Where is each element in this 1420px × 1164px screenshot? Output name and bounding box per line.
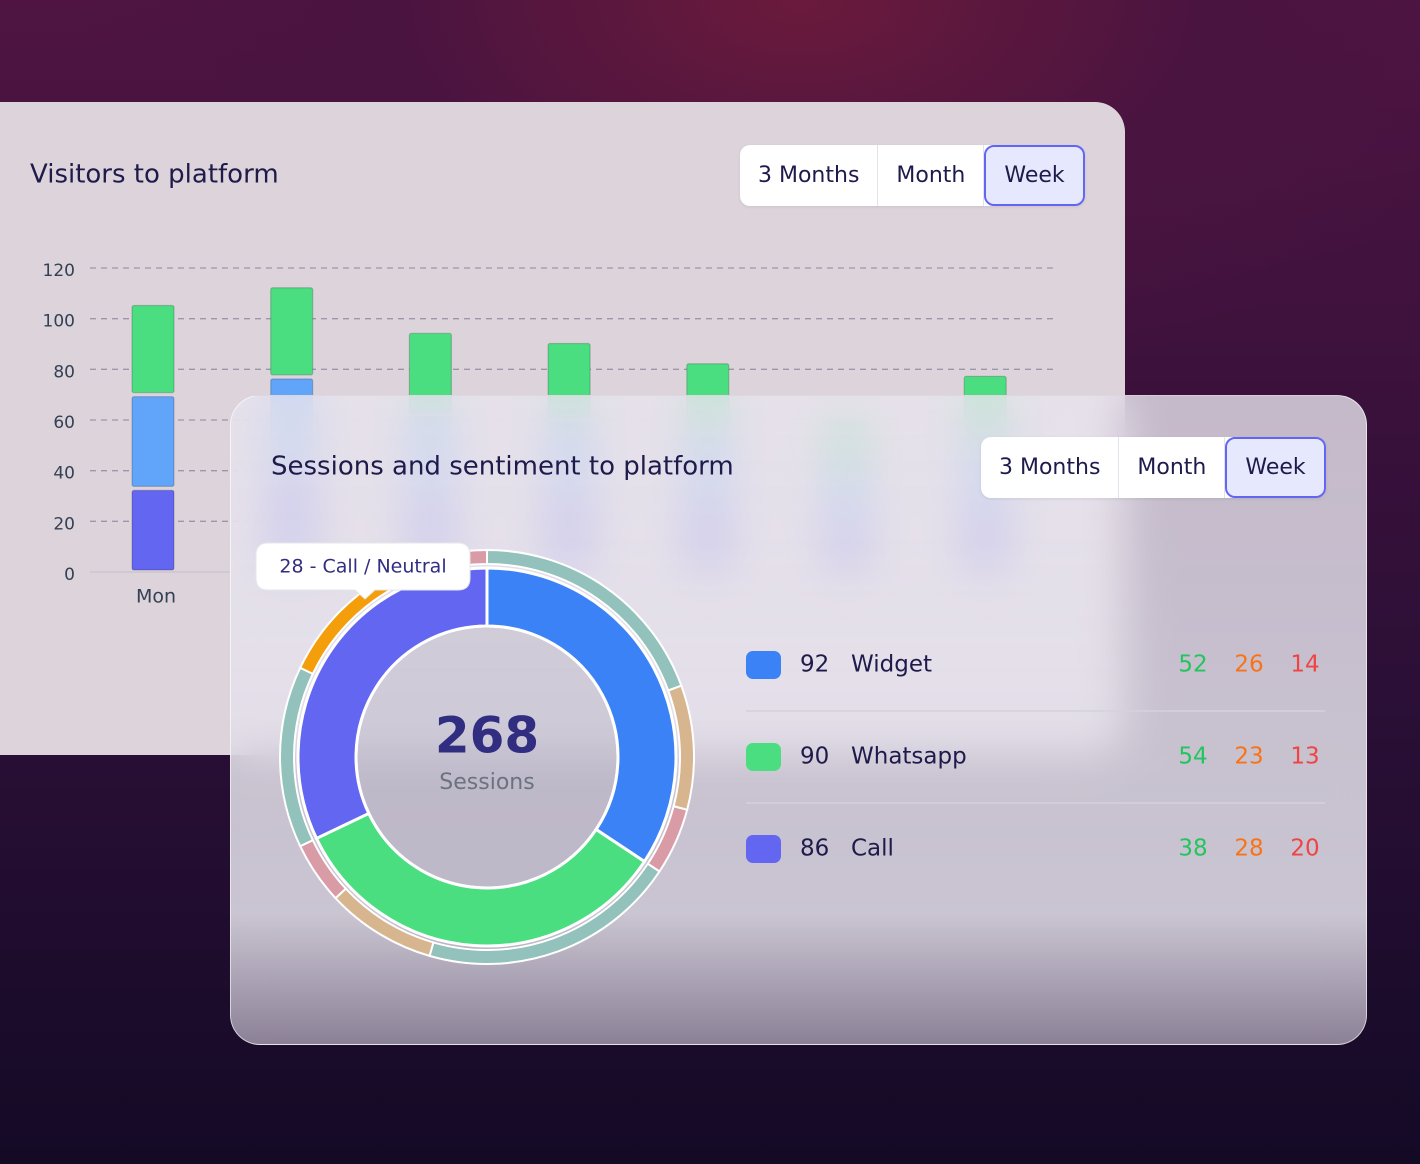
sentiment-value: 14 [1290, 652, 1319, 678]
sentiment-value: 20 [1290, 836, 1319, 862]
range-selector: 3 Months Month Week [740, 145, 1085, 206]
donut-segment [296, 566, 489, 841]
sessions-card [230, 395, 1367, 1045]
sentiment-value: 26 [1234, 652, 1263, 678]
chart-title: Visitors to platform [30, 160, 279, 190]
tooltip-box [255, 542, 471, 600]
x-tick-label: Mon [136, 586, 176, 608]
sentiment-value: 13 [1290, 744, 1319, 770]
range-selector: 3 Months Month Week [981, 437, 1326, 498]
legend-name: Whatsapp [851, 744, 967, 770]
bar-segment [131, 489, 175, 571]
donut-segment [485, 566, 678, 864]
y-tick-label: 0 [64, 565, 75, 585]
sentiment-value: 28 [1234, 836, 1263, 862]
sentiment-value: 23 [1234, 744, 1263, 770]
range-button[interactable]: Month [878, 145, 985, 206]
y-tick-label: 120 [43, 261, 75, 281]
legend-name: Widget [851, 652, 932, 678]
range-button[interactable]: 3 Months [740, 145, 879, 206]
range-button[interactable]: Week [1225, 437, 1326, 498]
bar-segment [270, 287, 314, 376]
range-button[interactable]: Month [1119, 437, 1226, 498]
bar-segment [131, 304, 175, 394]
y-tick-label: 100 [43, 312, 75, 332]
y-tick-label: 60 [53, 413, 75, 433]
range-button[interactable]: Week [984, 145, 1085, 206]
y-tick-label: 20 [53, 514, 75, 534]
bar-segment [131, 396, 175, 487]
sentiment-value: 38 [1178, 836, 1207, 862]
legend-name: Call [851, 836, 894, 862]
y-tick-label: 80 [53, 362, 75, 382]
legend-value: 86 [800, 836, 829, 862]
legend-swatch [746, 651, 781, 679]
total-label: Sessions [439, 770, 534, 795]
total-value: 268 [435, 707, 539, 765]
legend-value: 92 [800, 652, 829, 678]
range-button[interactable]: 3 Months [981, 437, 1120, 498]
chart-title: Sessions and sentiment to platform [271, 452, 734, 482]
donut-segment [314, 811, 647, 948]
legend-value: 90 [800, 744, 829, 770]
sentiment-value: 52 [1178, 652, 1207, 678]
legend-swatch [746, 835, 781, 863]
sentiment-value: 54 [1178, 744, 1207, 770]
tooltip-label: 28 - Call / Neutral [279, 556, 446, 578]
y-tick-label: 40 [53, 464, 75, 484]
legend-swatch [746, 743, 781, 771]
